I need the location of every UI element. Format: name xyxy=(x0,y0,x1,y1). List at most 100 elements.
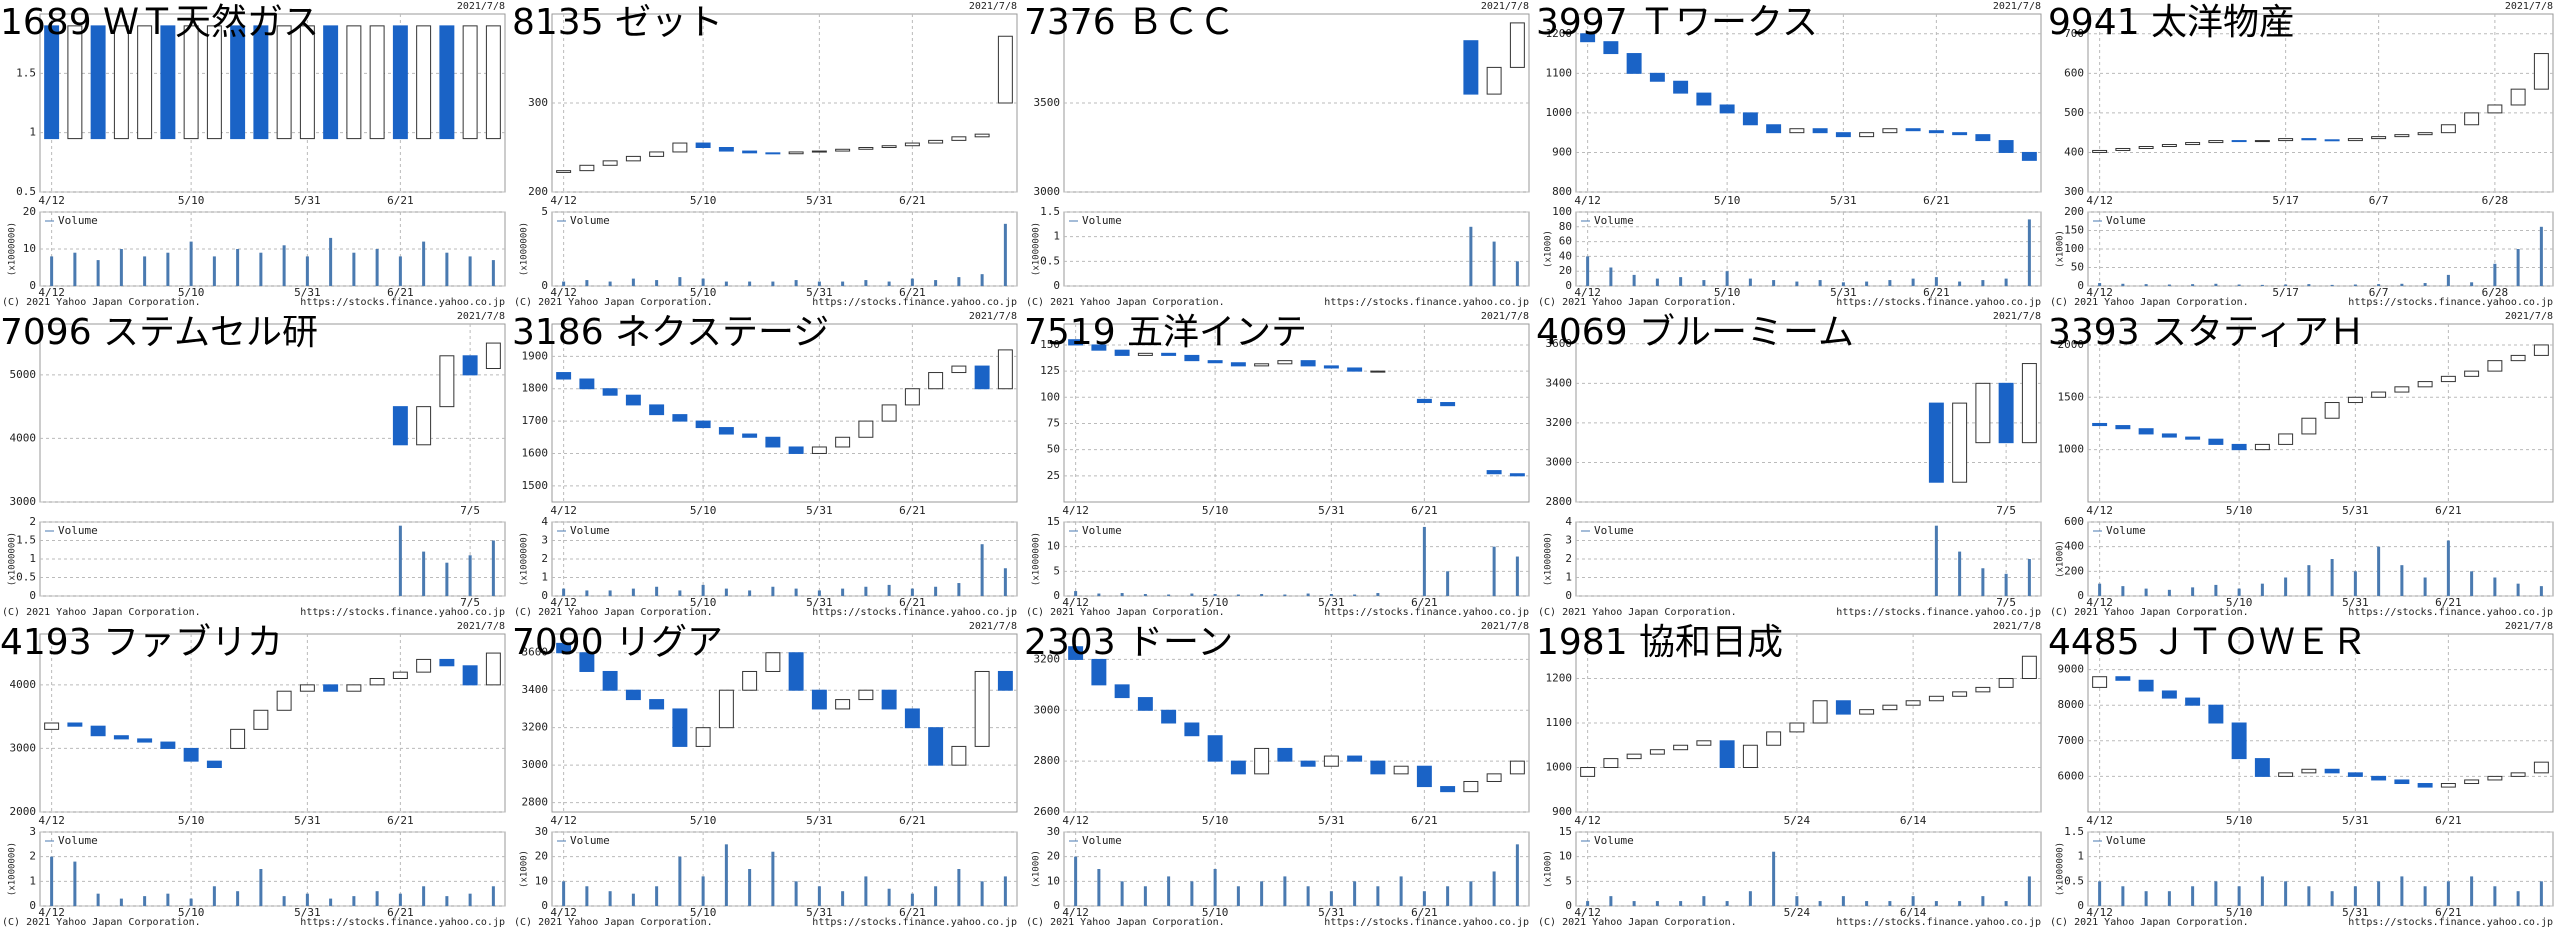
candle xyxy=(1440,402,1456,407)
volume-unit: (x1000000) xyxy=(8,842,18,896)
volume-bar xyxy=(212,886,216,906)
candle xyxy=(369,678,385,686)
y-tick-label: 10 xyxy=(1047,874,1060,887)
candle xyxy=(2208,704,2224,724)
y-tick-label: 0 xyxy=(29,899,36,912)
x-tick-label: 5/31 xyxy=(806,504,833,517)
volume-bar xyxy=(1236,594,1240,596)
volume-unit: (x1000000) xyxy=(8,532,18,586)
y-tick-label: 3000 xyxy=(1034,185,1061,198)
x-tick-label: 5/10 xyxy=(690,194,717,207)
volume-bar xyxy=(422,241,426,286)
candle xyxy=(44,25,60,140)
volume-bar xyxy=(1818,901,1822,906)
candle xyxy=(1277,747,1293,762)
volume-unit: (x1000000) xyxy=(520,222,530,276)
candle xyxy=(649,699,665,710)
candle xyxy=(2021,655,2037,679)
y-tick-label: 600 xyxy=(2064,66,2084,79)
volume-bar xyxy=(2027,559,2031,596)
candle xyxy=(1952,132,1968,136)
volume-bar xyxy=(2307,886,2311,906)
y-tick-label: 3000 xyxy=(522,758,549,771)
stock-panel: 0.511.5010204/124/125/105/105/315/316/21… xyxy=(0,1,506,308)
x-tick-label: 6/21 xyxy=(899,286,926,299)
y-tick-label: 50 xyxy=(1047,443,1060,456)
x-tick-label: 6/21 xyxy=(899,814,926,827)
x-tick-label: 6/21 xyxy=(899,194,926,207)
y-tick-label: 1200 xyxy=(1546,672,1573,685)
volume-frame xyxy=(1575,211,2042,287)
candle xyxy=(835,436,851,448)
volume-bar xyxy=(1679,277,1683,286)
x-tick-label: 5/10 xyxy=(690,596,717,609)
volume-bar xyxy=(748,590,752,596)
volume-bar xyxy=(980,274,984,286)
candle xyxy=(462,665,478,686)
candle xyxy=(2278,433,2294,445)
candle xyxy=(323,25,339,140)
y-tick-label: 300 xyxy=(2064,185,2084,198)
volume-bar xyxy=(2167,589,2171,596)
candle xyxy=(1975,382,1991,444)
volume-bar xyxy=(2191,886,2195,906)
candle xyxy=(556,372,572,380)
candle xyxy=(206,25,222,140)
candle xyxy=(997,349,1013,390)
candle xyxy=(1626,53,1642,74)
volume-bar xyxy=(1120,881,1124,906)
copyright: (C) 2021 Yahoo Japan Corporation. xyxy=(2050,607,2249,618)
candle xyxy=(1300,760,1316,767)
candle xyxy=(1673,744,1689,751)
y-tick-label: 5000 xyxy=(10,368,37,381)
candle xyxy=(1161,352,1177,356)
candle xyxy=(695,420,711,429)
volume-bar xyxy=(2307,284,2311,286)
y-tick-label: 1100 xyxy=(1546,66,1573,79)
volume-bar xyxy=(1190,881,1194,906)
candle xyxy=(2487,104,2503,114)
price-frame xyxy=(1575,13,2042,193)
candle xyxy=(299,25,315,140)
candle xyxy=(2185,436,2201,440)
date-label: 2021/7/8 xyxy=(1481,1,1529,12)
copyright: (C) 2021 Yahoo Japan Corporation. xyxy=(2,607,201,618)
candle xyxy=(1440,786,1456,793)
volume-bar xyxy=(305,893,309,906)
volume-bar xyxy=(375,891,379,906)
volume-bar xyxy=(2260,284,2264,286)
volume-bar xyxy=(2167,284,2171,286)
y-tick-label: 1.5 xyxy=(16,534,36,547)
candle xyxy=(1509,473,1525,477)
volume-legend: Volume xyxy=(58,834,98,847)
candle xyxy=(1393,765,1409,775)
volume-bar xyxy=(2516,249,2520,286)
volume-frame xyxy=(551,831,1018,907)
volume-bar xyxy=(771,281,775,286)
volume-bar xyxy=(771,851,775,906)
volume-bar xyxy=(817,886,821,906)
x-tick-label: 4/12 xyxy=(550,286,577,299)
y-tick-label: 5 xyxy=(1565,874,1572,887)
candle xyxy=(1952,691,1968,697)
volume-bar xyxy=(1143,594,1147,596)
candle xyxy=(788,652,804,691)
y-tick-label: 1000 xyxy=(2058,443,2085,456)
volume-bar xyxy=(910,278,914,286)
candle xyxy=(1114,349,1130,356)
volume-bar xyxy=(934,886,938,906)
x-tick-label: 5/10 xyxy=(690,906,717,919)
candle xyxy=(974,670,990,747)
candle xyxy=(765,152,781,155)
candle xyxy=(928,727,944,766)
x-tick-label: 6/21 xyxy=(2435,596,2462,609)
y-tick-label: 2 xyxy=(29,515,36,528)
volume-bar xyxy=(375,249,379,286)
candle xyxy=(1649,749,1665,755)
y-tick-label: 200 xyxy=(2064,205,2084,218)
stock-panel: 2800 3000 3200 3400 3600 0 1 2 3 4 7/5 7/5 Volume (x1… xyxy=(1536,311,2042,618)
x-tick-label: 4/12 xyxy=(1574,194,1601,207)
volume-frame xyxy=(39,211,506,287)
volume-bar xyxy=(794,881,798,906)
